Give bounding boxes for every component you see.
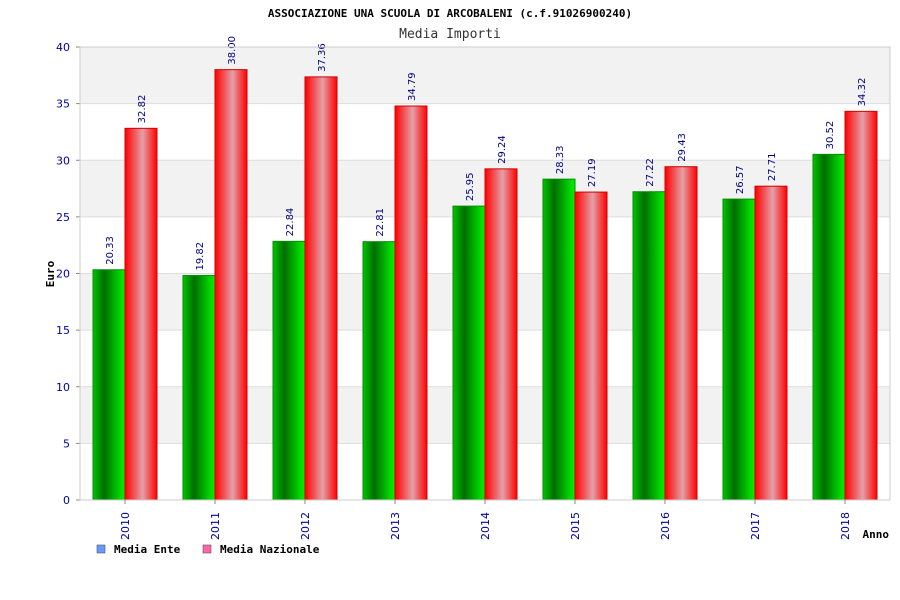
chart-title: ASSOCIAZIONE UNA SCUOLA DI ARCOBALENI (c… bbox=[268, 7, 632, 20]
y-tick-label: 40 bbox=[56, 41, 70, 54]
plot-band bbox=[80, 103, 890, 161]
data-label-media-nazionale-2010: 32.82 bbox=[137, 95, 148, 124]
bar-media-ente-2015 bbox=[542, 178, 576, 501]
y-tick-label: 30 bbox=[56, 154, 70, 167]
bar-media-nazionale-2013 bbox=[394, 105, 428, 501]
data-labels: 20.33 32.82 19.82 38.00 22.84 37.36 22.81 34.79… bbox=[105, 36, 868, 271]
y-tick-label: 0 bbox=[63, 494, 70, 507]
legend-label-media-ente: Media Ente bbox=[114, 543, 181, 556]
data-label-media-ente-2018: 30.52 bbox=[825, 121, 836, 150]
data-label-media-nazionale-2014: 29.24 bbox=[497, 135, 508, 164]
data-label-media-nazionale-2012: 37.36 bbox=[317, 43, 328, 72]
bar-media-ente-2013 bbox=[362, 241, 396, 501]
bar-media-nazionale-2014 bbox=[484, 168, 518, 501]
data-label-media-ente-2015: 28.33 bbox=[555, 146, 566, 175]
bar-media-ente-2012 bbox=[272, 240, 306, 501]
y-tick-label: 5 bbox=[63, 437, 70, 450]
bars bbox=[92, 69, 878, 501]
data-label-media-ente-2014: 25.95 bbox=[465, 172, 476, 201]
plot-band bbox=[80, 47, 890, 104]
legend-swatch-media-nazionale bbox=[202, 544, 212, 554]
y-tick-label: 10 bbox=[56, 381, 70, 394]
axes: 0 5 10 15 20 25 30 35 40 2010 2011 2012 2013 2014 2015… bbox=[56, 41, 891, 540]
bar-media-ente-2014 bbox=[452, 205, 486, 501]
y-tick-label: 15 bbox=[56, 324, 70, 337]
x-axis-label: Anno bbox=[863, 528, 890, 541]
bar-media-nazionale-2018 bbox=[844, 110, 878, 501]
x-tick-label-2014: 2014 bbox=[479, 512, 492, 540]
data-label-media-ente-2017: 26.57 bbox=[735, 165, 746, 194]
legend-swatch-media-ente bbox=[96, 544, 106, 554]
x-tick-label-2013: 2013 bbox=[389, 512, 402, 540]
y-tick-label: 20 bbox=[56, 268, 70, 281]
x-tick-label-2015: 2015 bbox=[569, 512, 582, 540]
data-label-media-ente-2012: 22.84 bbox=[285, 208, 296, 237]
bar-media-ente-2017 bbox=[722, 198, 756, 501]
data-label-media-ente-2016: 27.22 bbox=[645, 158, 656, 187]
data-label-media-nazionale-2018: 34.32 bbox=[857, 78, 868, 107]
bar-media-nazionale-2016 bbox=[664, 166, 698, 501]
y-tick-label: 25 bbox=[56, 211, 70, 224]
y-axis-label: Euro bbox=[44, 260, 57, 287]
data-label-media-nazionale-2016: 29.43 bbox=[677, 133, 688, 162]
x-tick-label-2018: 2018 bbox=[839, 512, 852, 540]
x-tick-label-2017: 2017 bbox=[749, 512, 762, 540]
data-label-media-nazionale-2015: 27.19 bbox=[587, 158, 598, 187]
data-label-media-ente-2013: 22.81 bbox=[375, 208, 386, 237]
bar-media-ente-2011 bbox=[182, 275, 216, 501]
legend-label-media-nazionale: Media Nazionale bbox=[220, 543, 320, 556]
bar-media-ente-2016 bbox=[632, 191, 666, 501]
x-tick-label-2011: 2011 bbox=[209, 512, 222, 540]
x-tick-label-2012: 2012 bbox=[299, 512, 312, 540]
chart-subtitle: Media Importi bbox=[399, 27, 501, 42]
bar-media-nazionale-2010 bbox=[124, 127, 158, 501]
bar-media-ente-2018 bbox=[812, 153, 846, 501]
x-tick-label-2010: 2010 bbox=[119, 512, 132, 540]
data-label-media-ente-2011: 19.82 bbox=[195, 242, 206, 271]
data-label-media-nazionale-2013: 34.79 bbox=[407, 72, 418, 101]
legend: Media Ente Media Nazionale bbox=[96, 543, 320, 556]
bar-media-ente-2010 bbox=[92, 269, 126, 501]
x-tick-label-2016: 2016 bbox=[659, 512, 672, 540]
y-tick-label: 35 bbox=[56, 98, 70, 111]
data-label-media-ente-2010: 20.33 bbox=[105, 236, 116, 265]
bar-media-nazionale-2017 bbox=[754, 185, 788, 501]
bar-media-nazionale-2015 bbox=[574, 191, 608, 501]
bar-media-nazionale-2011 bbox=[214, 69, 248, 501]
data-label-media-nazionale-2011: 38.00 bbox=[227, 36, 238, 65]
bar-media-nazionale-2012 bbox=[304, 76, 338, 501]
data-label-media-nazionale-2017: 27.71 bbox=[767, 153, 778, 182]
